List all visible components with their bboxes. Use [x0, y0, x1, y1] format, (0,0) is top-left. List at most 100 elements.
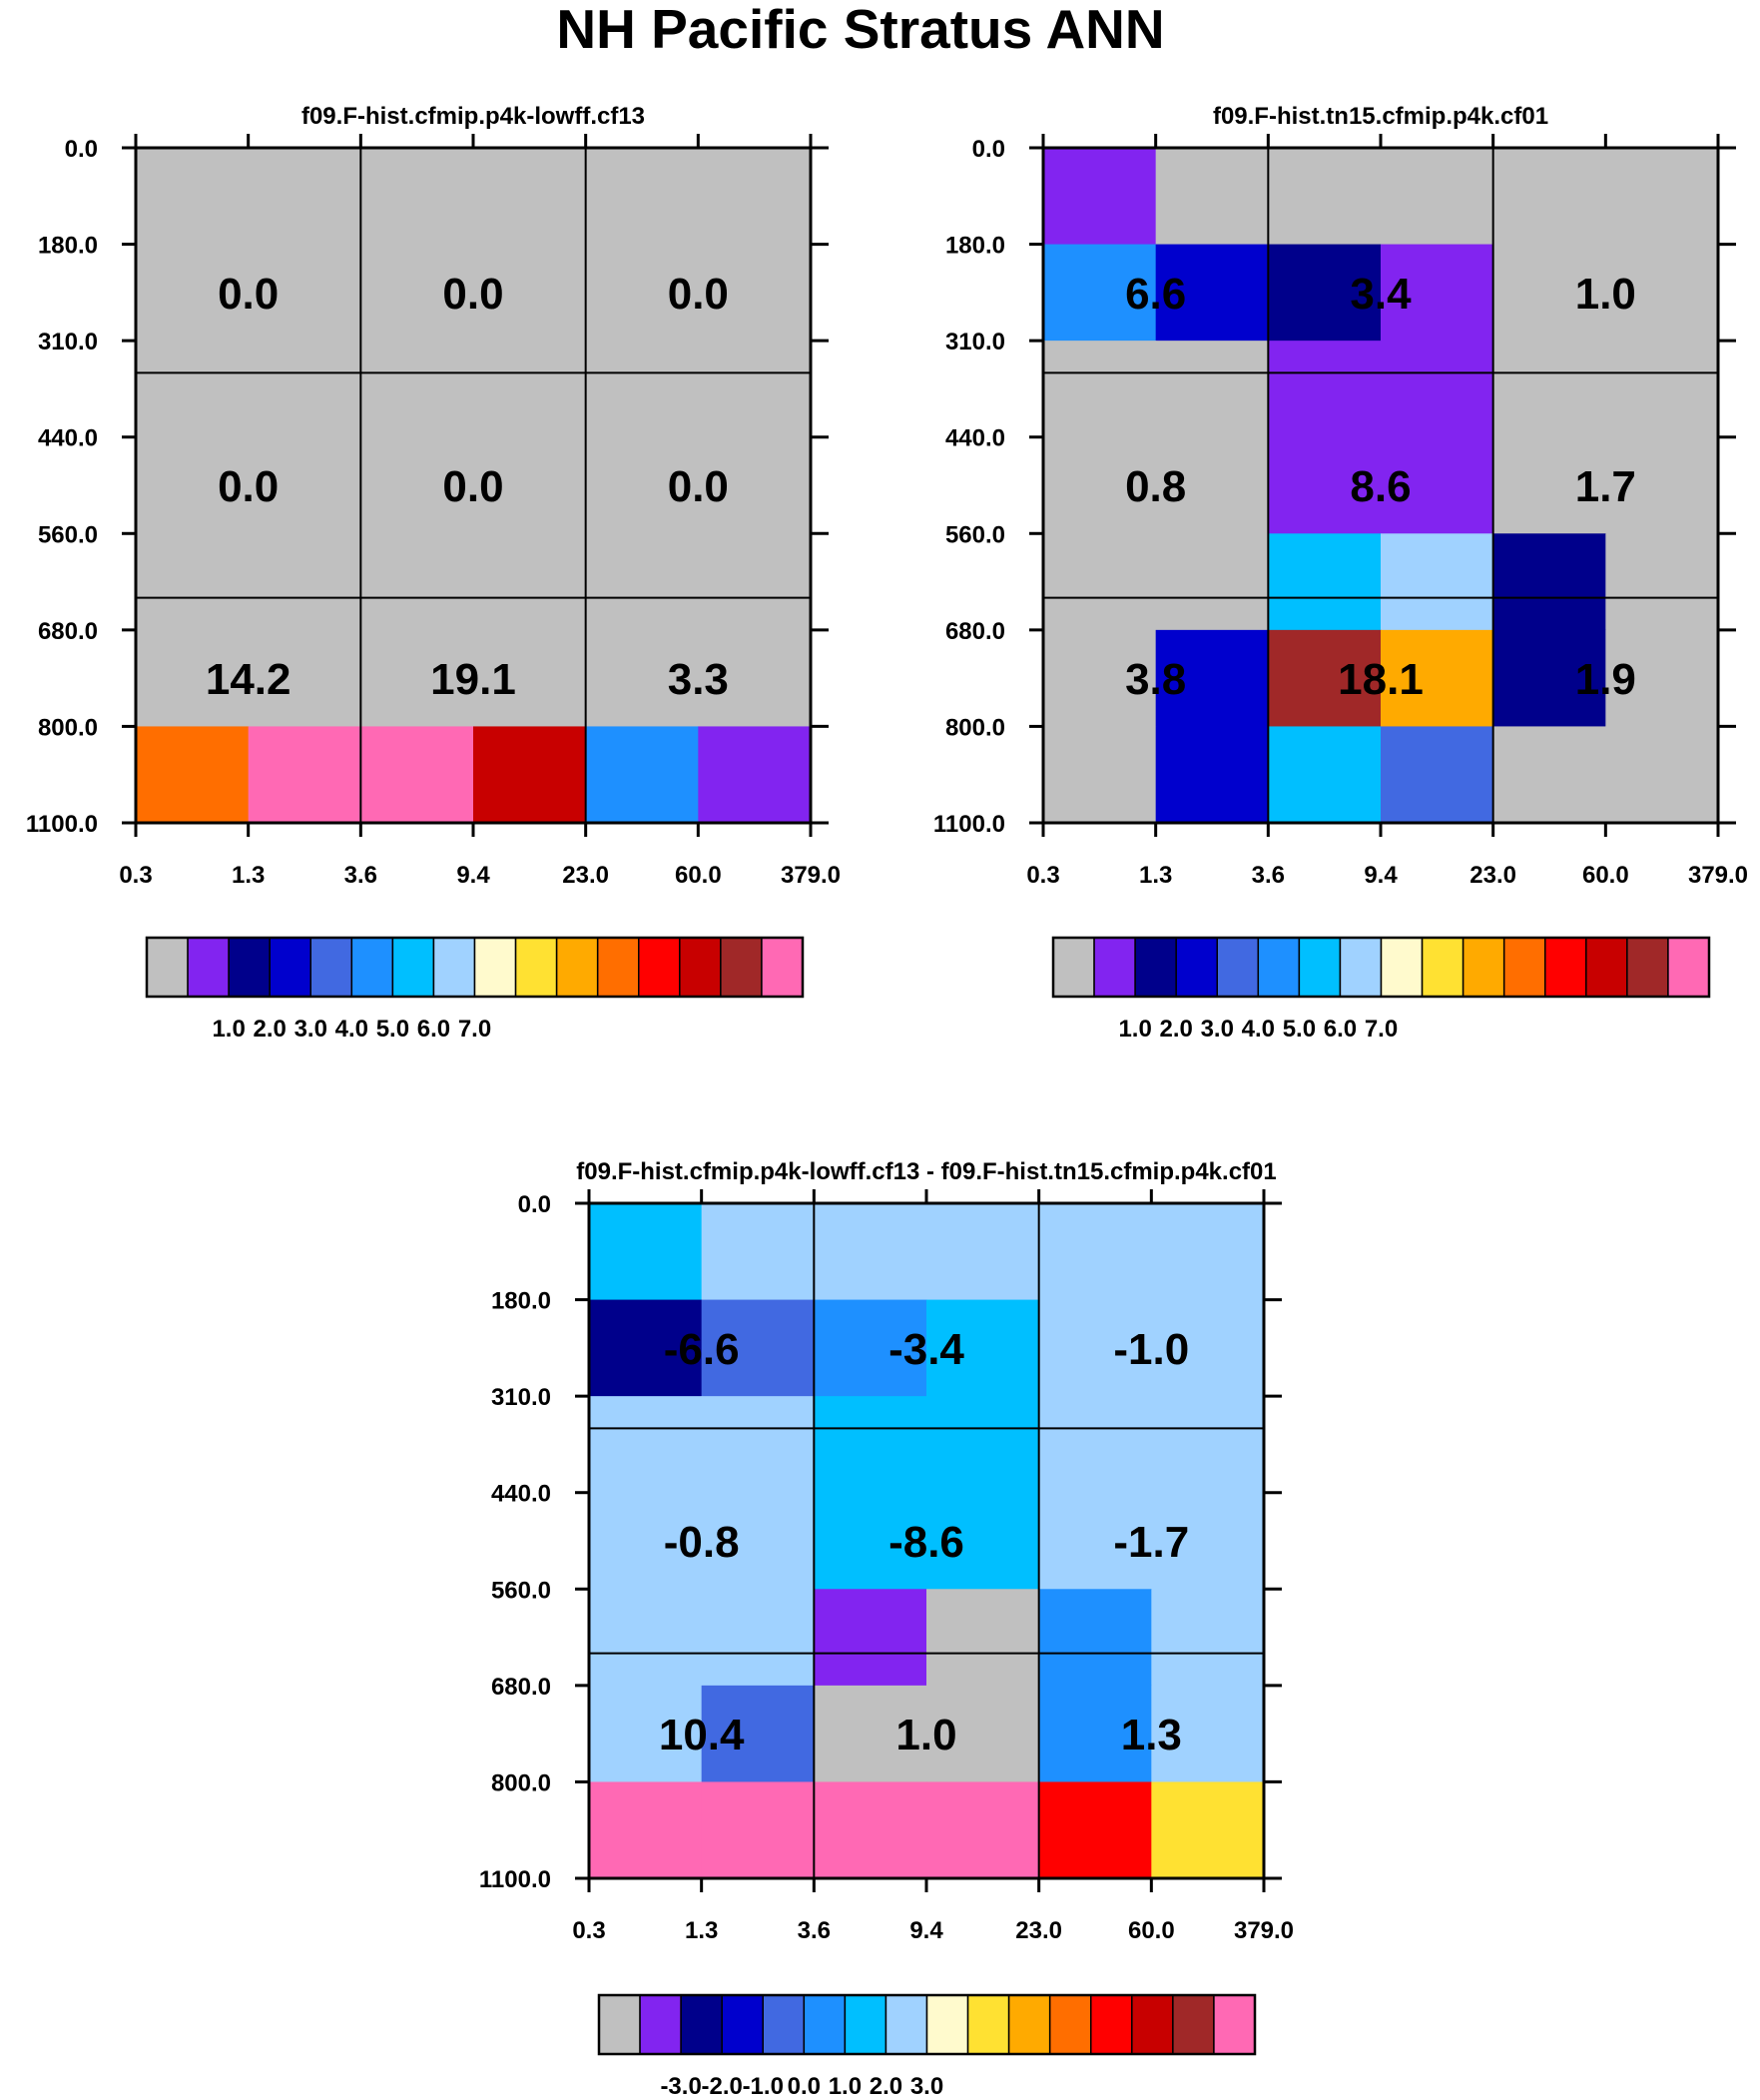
x-tick-label: 23.0: [562, 862, 609, 889]
x-tick-label: 379.0: [1234, 1917, 1294, 1944]
heatmap-cell: [1043, 436, 1157, 534]
panel-title: f09.F-hist.cfmip.p4k-lowff.cf13 - f09.F-…: [576, 1158, 1276, 1185]
heatmap-cell: [585, 341, 699, 438]
colorbar-swatch: [1052, 937, 1095, 998]
y-tick-label: 680.0: [945, 618, 1005, 645]
heatmap-cell: [1492, 341, 1606, 438]
x-tick-label: 60.0: [1128, 1917, 1175, 1944]
heatmap-cell: [698, 148, 812, 246]
box-value: 0.0: [442, 462, 503, 511]
heatmap-cell: [1043, 341, 1157, 438]
heatmap-cell: [360, 533, 474, 631]
heatmap-cell: [136, 436, 250, 534]
heatmap-cell: [473, 726, 587, 824]
heatmap-cell: [1381, 629, 1494, 728]
heatmap-cell: [473, 629, 587, 728]
heatmap-cell: [1381, 726, 1494, 824]
x-tick-label: 23.0: [1469, 862, 1516, 889]
heatmap-cell: [1151, 1781, 1265, 1879]
box-value: 0.0: [218, 270, 279, 319]
x-tick-label: 1.3: [685, 1917, 718, 1944]
x-tick-label: 379.0: [1688, 862, 1748, 889]
heatmap-cell: [473, 244, 587, 342]
y-tick-label: 310.0: [38, 329, 98, 355]
heatmap-cell: [248, 341, 361, 438]
panel-cf13: f09.F-hist.cfmip.p4k-lowff.cf13 0.3 1.3 3.6…: [26, 103, 841, 1043]
y-tick-label: 0.0: [972, 136, 1005, 163]
heatmap-cell: [589, 1396, 703, 1494]
colorbar-swatch: [1502, 937, 1546, 998]
heatmap-cell: [248, 629, 361, 728]
heatmap-cell: [1038, 1203, 1152, 1301]
y-tick-label: 180.0: [38, 233, 98, 260]
y-tick-label: 0.0: [65, 136, 98, 163]
heatmap-cell: [248, 533, 361, 631]
colorbar-swatch: [555, 937, 599, 998]
colorbar-swatch: [473, 937, 517, 998]
heatmap-cell: [814, 1396, 927, 1494]
heatmap-cell: [1043, 244, 1157, 342]
panel-difference: f09.F-hist.cfmip.p4k-lowff.cf13 - f09.F-…: [479, 1158, 1294, 2100]
colorbar-label: 5.0: [1283, 1016, 1316, 1043]
heatmap-cell: [1381, 341, 1494, 438]
heatmap-cell: [698, 533, 812, 631]
heatmap-cell: [360, 341, 474, 438]
heatmap-cell: [1268, 341, 1382, 438]
x-tick-label: 0.3: [119, 862, 152, 889]
colorbar-label: 2.0: [870, 2073, 902, 2100]
heatmap-cell: [814, 1203, 927, 1301]
heatmap-cell: [814, 1781, 927, 1879]
heatmap-cell: [589, 1299, 703, 1397]
box-value: 1.3: [1121, 1711, 1182, 1759]
heatmap-cell: [1043, 726, 1157, 824]
colorbar-label: 2.0: [254, 1016, 287, 1043]
heatmap-cell: [473, 533, 587, 631]
colorbar-label: -3.0: [660, 2073, 701, 2100]
box-value: -8.6: [888, 1518, 964, 1567]
colorbar-swatch: [309, 937, 353, 998]
y-tick-label: 180.0: [491, 1288, 551, 1315]
colorbar-swatch: [1175, 937, 1218, 998]
colorbar-label: 2.0: [1160, 1016, 1193, 1043]
box-value: -6.6: [664, 1325, 740, 1374]
heatmap-cell: [1155, 629, 1269, 728]
heatmap-cell: [136, 148, 250, 246]
colorbar-label: -2.0: [702, 2073, 743, 2100]
colorbar-label: 3.0: [1201, 1016, 1234, 1043]
heatmap-cell: [473, 436, 587, 534]
colorbar-swatch: [1090, 1994, 1133, 2055]
y-tick-label: 800.0: [38, 714, 98, 741]
heatmap-cell: [1605, 244, 1719, 342]
x-tick-label: 379.0: [781, 862, 841, 889]
heatmap-cell: [814, 1685, 927, 1783]
y-tick-label: 1100.0: [479, 1866, 551, 1893]
colorbar-label: 1.0: [212, 1016, 245, 1043]
colorbar-label: 6.0: [1324, 1016, 1357, 1043]
heatmap-cell: [589, 1492, 703, 1590]
heatmap-cell: [701, 1685, 815, 1783]
colorbar-swatch: [391, 937, 435, 998]
heatmap-cell: [585, 533, 699, 631]
heatmap-cell: [585, 148, 699, 246]
colorbar-swatch: [720, 937, 763, 998]
y-tick-label: 560.0: [945, 521, 1005, 548]
colorbar-swatch: [721, 1994, 764, 2055]
heatmap-cell: [701, 1781, 815, 1879]
heatmap-cell: [1605, 436, 1719, 534]
heatmap-cell: [1492, 436, 1606, 534]
heatmap-cell: [1038, 1589, 1152, 1687]
heatmap-cell: [1043, 629, 1157, 728]
panel-cf01: f09.F-hist.tn15.cfmip.p4k.cf01 0.3 1.3 3.6 9…: [933, 103, 1748, 1043]
colorbar-frame: [1051, 936, 1711, 999]
box-value: 0.0: [218, 462, 279, 511]
colorbar-swatch: [598, 1994, 641, 2055]
heatmap-cell: [701, 1589, 815, 1687]
x-tick-label: 9.4: [1364, 862, 1398, 889]
heatmap-cell: [1151, 1685, 1265, 1783]
colorbar-label: -1.0: [743, 2073, 784, 2100]
heatmap-cell: [1268, 726, 1382, 824]
heatmap-cell: [926, 1203, 1040, 1301]
colorbar-swatch: [187, 937, 230, 998]
heatmap-cell: [1038, 1781, 1152, 1879]
